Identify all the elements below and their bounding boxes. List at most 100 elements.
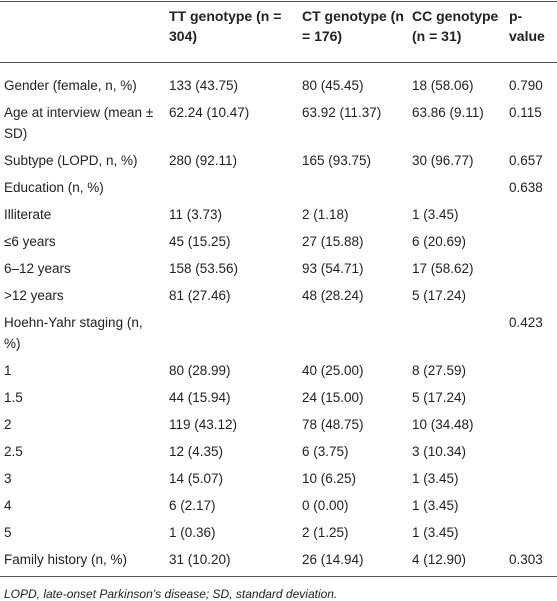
cell: 0.790 <box>509 78 543 93</box>
cell: 5 (17.24) <box>412 390 467 405</box>
cell: 3 (10.34) <box>412 444 467 459</box>
cell: 80 (45.45) <box>302 78 364 93</box>
table-row: Hoehn-Yahr staging (n, %) 0.423 <box>0 309 557 357</box>
cell: 1 (0.36) <box>169 525 216 540</box>
cell: 1 (3.45) <box>412 498 459 513</box>
row-label: 5 <box>4 525 12 540</box>
header-cell <box>0 2 165 63</box>
cell: 80 (28.99) <box>169 363 231 378</box>
cell: 62.24 (10.47) <box>169 105 250 120</box>
row-label: >12 years <box>4 288 64 303</box>
cell: 12 (4.35) <box>169 444 224 459</box>
cell: 0.638 <box>509 180 543 195</box>
cell <box>298 309 408 357</box>
cell: 133 (43.75) <box>169 78 239 93</box>
cell: 17 (58.62) <box>412 261 474 276</box>
table-row: 2 119 (43.12) 78 (48.75) 10 (34.48) <box>0 411 557 438</box>
row-label: Illiterate <box>4 207 52 222</box>
cell: 0.423 <box>509 315 543 330</box>
table-row: 5 1 (0.36) 2 (1.25) 1 (3.45) <box>0 519 557 546</box>
cell: 6 (2.17) <box>169 498 216 513</box>
cell: 45 (15.25) <box>169 234 231 249</box>
row-label: Education (n, %) <box>4 180 104 195</box>
header-cell: TT genotype (n = 304) <box>169 8 282 44</box>
cell: 1 (3.45) <box>412 207 459 222</box>
row-label: 1 <box>4 363 12 378</box>
cell: 5 (17.24) <box>412 288 467 303</box>
data-table: TT genotype (n = 304) CT genotype (n = 17… <box>0 1 557 577</box>
table-row: Subtype (LOPD, n, %) 280 (92.11) 165 (93.7… <box>0 147 557 174</box>
table-row: 3 14 (5.07) 10 (6.25) 1 (3.45) <box>0 465 557 492</box>
cell: 11 (3.73) <box>169 207 223 222</box>
cell <box>505 201 557 228</box>
cell <box>505 282 557 309</box>
cell: 10 (6.25) <box>302 471 357 486</box>
cell: 2 (1.25) <box>302 525 349 540</box>
cell: 10 (34.48) <box>412 417 474 432</box>
cell <box>505 384 557 411</box>
table-row: Age at interview (mean ± SD) 62.24 (10.47… <box>0 99 557 147</box>
cell: 81 (27.46) <box>169 288 231 303</box>
cell <box>505 411 557 438</box>
cell: 158 (53.56) <box>169 261 239 276</box>
cell <box>408 309 505 357</box>
table-row: >12 years 81 (27.46) 48 (28.24) 5 (17.24) <box>0 282 557 309</box>
cell: 27 (15.88) <box>302 234 364 249</box>
row-label: Family history (n, %) <box>4 552 128 567</box>
cell <box>505 438 557 465</box>
table-row: ≤6 years 45 (15.25) 27 (15.88) 6 (20.69) <box>0 228 557 255</box>
cell: 63.92 (11.37) <box>302 105 382 120</box>
cell: 14 (5.07) <box>169 471 224 486</box>
table-row: 4 6 (2.17) 0 (0.00) 1 (3.45) <box>0 492 557 519</box>
cell: 30 (96.77) <box>412 153 474 168</box>
cell: 119 (43.12) <box>169 417 238 432</box>
cell: 6 (20.69) <box>412 234 467 249</box>
cell: 0.303 <box>509 552 543 567</box>
cell <box>165 309 298 357</box>
cell: 0 (0.00) <box>302 498 349 513</box>
cell: 18 (58.06) <box>412 78 474 93</box>
row-label: Subtype (LOPD, n, %) <box>4 153 138 168</box>
table-row: 1 80 (28.99) 40 (25.00) 8 (27.59) <box>0 357 557 384</box>
cell: 78 (48.75) <box>302 417 364 432</box>
cell <box>505 357 557 384</box>
cell: 24 (15.00) <box>302 390 364 405</box>
table-row: Gender (female, n, %) 133 (43.75) 80 (45.4… <box>0 63 557 100</box>
row-label: Hoehn-Yahr staging (n, %) <box>4 315 143 351</box>
cell: 280 (92.11) <box>169 153 238 168</box>
row-label: Age at interview (mean ± SD) <box>4 105 154 141</box>
cell <box>505 492 557 519</box>
cell: 63.86 (9.11) <box>412 105 484 120</box>
cell: 8 (27.59) <box>412 363 467 378</box>
header-cell: CT genotype (n = 176) <box>302 8 404 44</box>
footnote: LOPD, late-onset Parkinson’s disease; SD… <box>4 587 338 601</box>
row-label: 2.5 <box>4 444 23 459</box>
table-row: Illiterate 11 (3.73) 2 (1.18) 1 (3.45) <box>0 201 557 228</box>
row-label: 6–12 years <box>4 261 71 276</box>
table-row: 2.5 12 (4.35) 6 (3.75) 3 (10.34) <box>0 438 557 465</box>
header-row: TT genotype (n = 304) CT genotype (n = 17… <box>0 1 557 63</box>
cell: 40 (25.00) <box>302 363 364 378</box>
cell <box>165 174 298 201</box>
table-row: 6–12 years 158 (53.56) 93 (54.71) 17 (58.62… <box>0 255 557 282</box>
row-label: Gender (female, n, %) <box>4 78 137 93</box>
cell: 165 (93.75) <box>302 153 372 168</box>
cell: 4 (12.90) <box>412 552 467 567</box>
table-row: Family history (n, %) 31 (10.20) 26 (14.94… <box>0 546 557 577</box>
header-cell: CC genotype (n = 31) <box>412 8 499 44</box>
row-label: 2 <box>4 417 12 432</box>
cell <box>298 174 408 201</box>
cell: 1 (3.45) <box>412 471 459 486</box>
table-header: TT genotype (n = 304) CT genotype (n = 17… <box>0 1 557 63</box>
row-label: 1.5 <box>4 390 23 405</box>
cell: 93 (54.71) <box>302 261 364 276</box>
cell: 26 (14.94) <box>302 552 364 567</box>
cell: 0.115 <box>509 105 542 120</box>
cell: 44 (15.94) <box>169 390 231 405</box>
cell: 48 (28.24) <box>302 288 364 303</box>
table-row: 1.5 44 (15.94) 24 (15.00) 5 (17.24) <box>0 384 557 411</box>
cell <box>505 228 557 255</box>
row-label: 4 <box>4 498 12 513</box>
cell <box>505 519 557 546</box>
